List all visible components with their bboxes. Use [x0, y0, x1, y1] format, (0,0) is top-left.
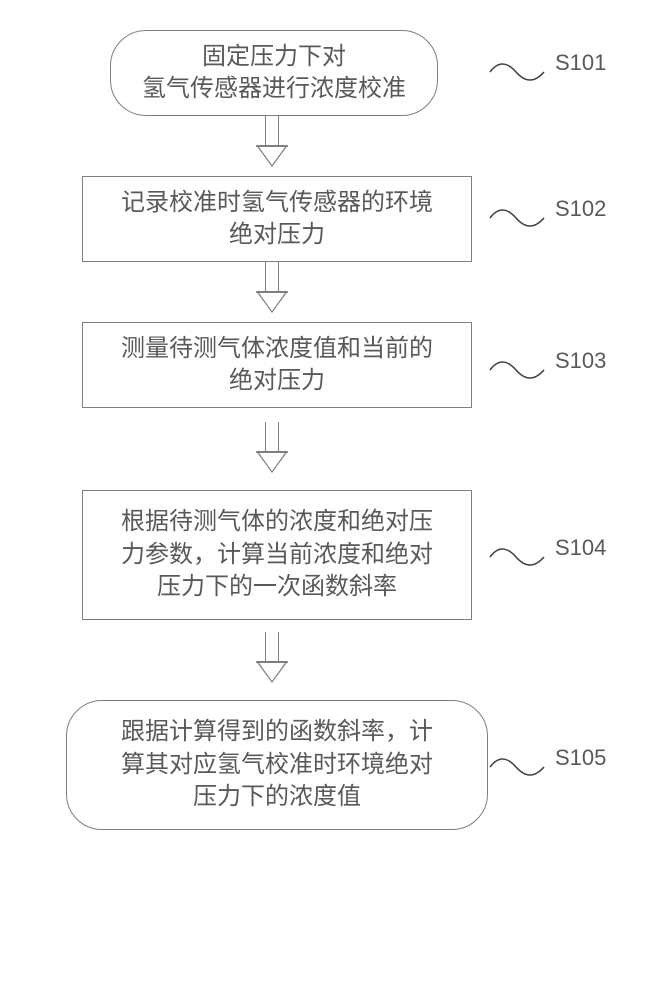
step-label-s103: S103 — [555, 348, 606, 374]
connector-squiggle — [488, 356, 546, 382]
flowchart-canvas: 固定压力下对氢气传感器进行浓度校准记录校准时氢气传感器的环境绝对压力测量待测气体… — [0, 0, 664, 1000]
flowchart-node-text: 固定压力下对氢气传感器进行浓度校准 — [142, 41, 406, 106]
connector-squiggle — [488, 58, 546, 84]
flowchart-node-text: 记录校准时氢气传感器的环境绝对压力 — [121, 187, 433, 252]
flowchart-node-s102: 记录校准时氢气传感器的环境绝对压力 — [82, 176, 472, 262]
step-label-s105: S105 — [555, 745, 606, 771]
step-label-s104: S104 — [555, 535, 606, 561]
connector-squiggle — [488, 543, 546, 569]
flowchart-node-s104: 根据待测气体的浓度和绝对压力参数，计算当前浓度和绝对压力下的一次函数斜率 — [82, 490, 472, 620]
flowchart-node-text: 测量待测气体浓度值和当前的绝对压力 — [121, 333, 433, 398]
flowchart-node-text: 跟据计算得到的函数斜率，计算其对应氢气校准时环境绝对压力下的浓度值 — [121, 716, 433, 813]
step-label-s102: S102 — [555, 196, 606, 222]
connector-squiggle — [488, 204, 546, 230]
step-label-s101: S101 — [555, 50, 606, 76]
flowchart-node-text: 根据待测气体的浓度和绝对压力参数，计算当前浓度和绝对压力下的一次函数斜率 — [121, 506, 433, 603]
flowchart-node-s105: 跟据计算得到的函数斜率，计算其对应氢气校准时环境绝对压力下的浓度值 — [66, 700, 488, 830]
flowchart-node-s101: 固定压力下对氢气传感器进行浓度校准 — [110, 30, 438, 116]
flowchart-node-s103: 测量待测气体浓度值和当前的绝对压力 — [82, 322, 472, 408]
connector-squiggle — [488, 753, 546, 779]
